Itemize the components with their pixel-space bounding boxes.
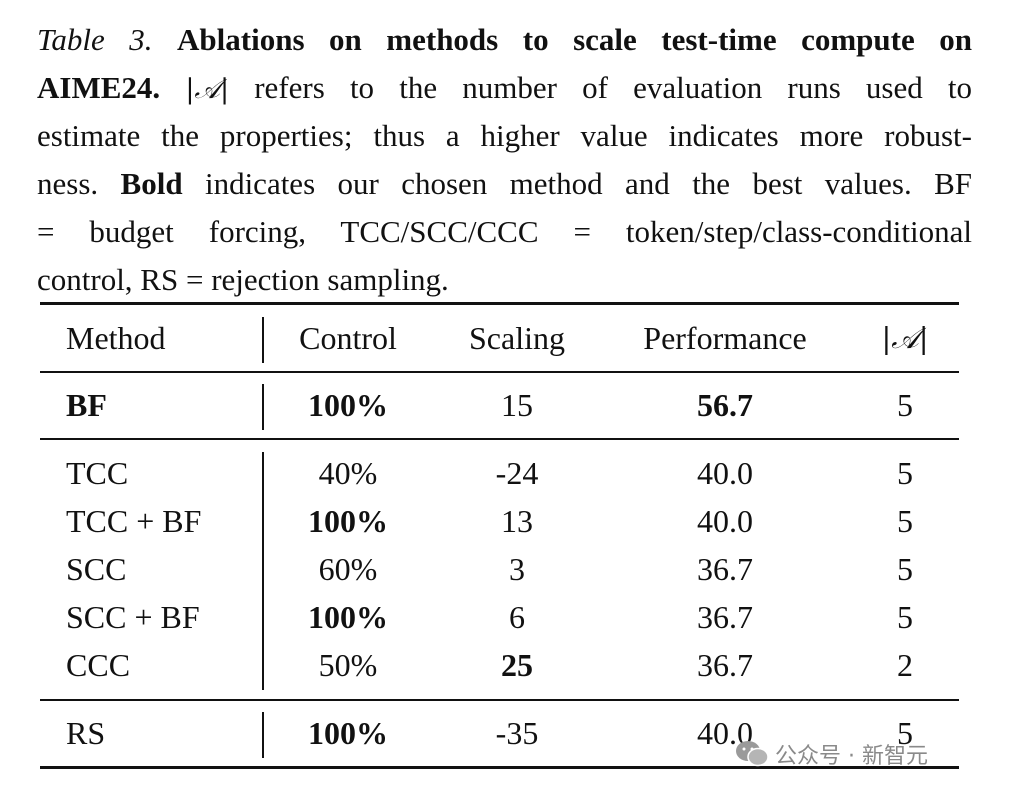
cell-runs: 5 <box>897 599 913 635</box>
cell-method: SCC <box>66 551 127 587</box>
cell-scaling: -35 <box>495 715 539 751</box>
cell-scaling: 6 <box>509 599 525 635</box>
caption-line: = budget forcing, TCC/SCC/CCC = token/st… <box>37 214 972 249</box>
cell-performance: 40.0 <box>697 503 753 539</box>
cell-scaling: -24 <box>495 455 539 491</box>
runs-symbol: |𝒜| <box>185 74 230 105</box>
cell-runs: 5 <box>897 455 913 491</box>
caption-text: refers to the number of evaluation runs … <box>254 70 973 105</box>
cell-method: CCC <box>66 647 131 683</box>
cell-control: 60% <box>318 551 378 587</box>
cell-method: SCC + BF <box>66 599 200 635</box>
table-caption: Table 3. Ablations on methods to scale t… <box>37 16 972 304</box>
cell-scaling: 15 <box>501 387 533 423</box>
column-divider <box>262 384 264 430</box>
cell-performance: 36.7 <box>697 551 753 587</box>
caption-line: estimate the properties; thus a higher v… <box>37 118 972 153</box>
caption-label: Table 3. <box>37 22 153 57</box>
group-rule <box>40 699 959 701</box>
caption-bold-word: Bold <box>120 166 183 201</box>
cell-performance: 36.7 <box>697 599 753 635</box>
column-divider <box>262 452 264 690</box>
cell-performance: 36.7 <box>697 647 753 683</box>
cell-scaling: 13 <box>501 503 533 539</box>
cell-method: RS <box>66 715 106 751</box>
cell-runs: 2 <box>897 647 913 683</box>
caption-line: AIME24. |𝒜| refers to the number of eval… <box>37 64 972 112</box>
caption-text: ness. <box>37 166 99 201</box>
column-divider <box>262 712 264 758</box>
cell-control: 100% <box>308 715 388 751</box>
caption-line: Table 3. Ablations on methods to scale t… <box>37 16 972 64</box>
caption-line: control, RS = rejection sampling. <box>37 262 449 297</box>
caption-line: ness. Bold indicates our chosen method a… <box>37 160 972 208</box>
top-rule <box>40 302 959 305</box>
header-runs: |𝒜| <box>881 321 929 355</box>
cell-method: TCC + BF <box>66 503 202 539</box>
cell-scaling: 25 <box>501 647 533 683</box>
cell-method: TCC <box>66 455 129 491</box>
bottom-rule <box>40 766 959 769</box>
watermark: 公众号 · 新智元 <box>735 738 928 770</box>
caption-title: Ablations on methods to scale test-time … <box>177 22 972 57</box>
header-control: Control <box>299 320 397 356</box>
cell-performance: 40.0 <box>697 455 753 491</box>
cell-control: 50% <box>318 647 378 683</box>
cell-method: BF <box>66 387 107 423</box>
cell-control: 100% <box>308 503 388 539</box>
header-method: Method <box>66 320 166 356</box>
header-performance: Performance <box>643 320 807 356</box>
cell-control: 100% <box>308 599 388 635</box>
cell-runs: 5 <box>897 715 913 751</box>
cell-scaling: 3 <box>509 551 525 587</box>
cell-performance: 56.7 <box>697 387 753 423</box>
cell-control: 40% <box>318 455 378 491</box>
header-scaling: Scaling <box>469 320 565 356</box>
caption-title-end: AIME24. <box>37 70 161 105</box>
caption-text: indicates our chosen method and the best… <box>204 166 973 201</box>
watermark-text: 公众号 · 新智元 <box>775 744 928 769</box>
cell-control: 100% <box>308 387 388 423</box>
wechat-icon <box>736 741 769 767</box>
cell-runs: 5 <box>897 503 913 539</box>
cell-runs: 5 <box>897 387 913 423</box>
group-rule <box>40 438 959 440</box>
cell-runs: 5 <box>897 551 913 587</box>
column-divider <box>262 317 264 363</box>
header-rule <box>40 371 959 373</box>
